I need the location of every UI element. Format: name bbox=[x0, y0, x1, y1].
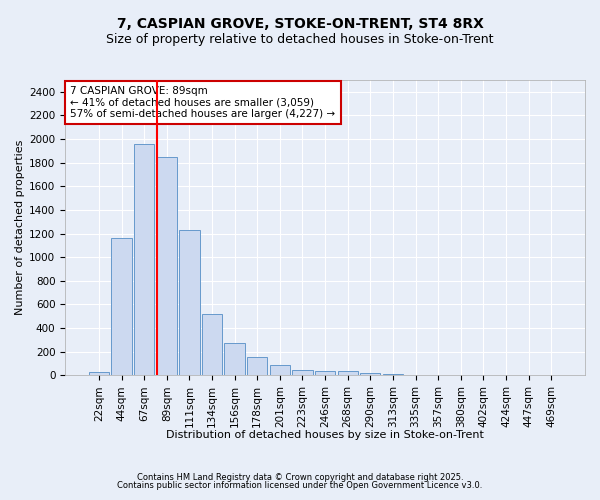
Bar bbox=[315, 370, 335, 376]
X-axis label: Distribution of detached houses by size in Stoke-on-Trent: Distribution of detached houses by size … bbox=[166, 430, 484, 440]
Bar bbox=[383, 374, 403, 376]
Bar bbox=[112, 238, 132, 376]
Bar bbox=[247, 357, 268, 376]
Text: Size of property relative to detached houses in Stoke-on-Trent: Size of property relative to detached ho… bbox=[106, 32, 494, 46]
Bar bbox=[179, 230, 200, 376]
Bar bbox=[202, 314, 222, 376]
Bar bbox=[134, 144, 154, 376]
Text: Contains HM Land Registry data © Crown copyright and database right 2025.: Contains HM Land Registry data © Crown c… bbox=[137, 472, 463, 482]
Bar bbox=[360, 373, 380, 376]
Text: 7 CASPIAN GROVE: 89sqm
← 41% of detached houses are smaller (3,059)
57% of semi-: 7 CASPIAN GROVE: 89sqm ← 41% of detached… bbox=[70, 86, 335, 119]
Text: 7, CASPIAN GROVE, STOKE-ON-TRENT, ST4 8RX: 7, CASPIAN GROVE, STOKE-ON-TRENT, ST4 8R… bbox=[116, 18, 484, 32]
Bar bbox=[269, 364, 290, 376]
Text: Contains public sector information licensed under the Open Government Licence v3: Contains public sector information licen… bbox=[118, 481, 482, 490]
Bar bbox=[157, 157, 177, 376]
Bar bbox=[406, 375, 425, 376]
Bar bbox=[224, 343, 245, 376]
Bar bbox=[292, 370, 313, 376]
Y-axis label: Number of detached properties: Number of detached properties bbox=[15, 140, 25, 316]
Bar bbox=[338, 371, 358, 376]
Bar bbox=[89, 372, 109, 376]
